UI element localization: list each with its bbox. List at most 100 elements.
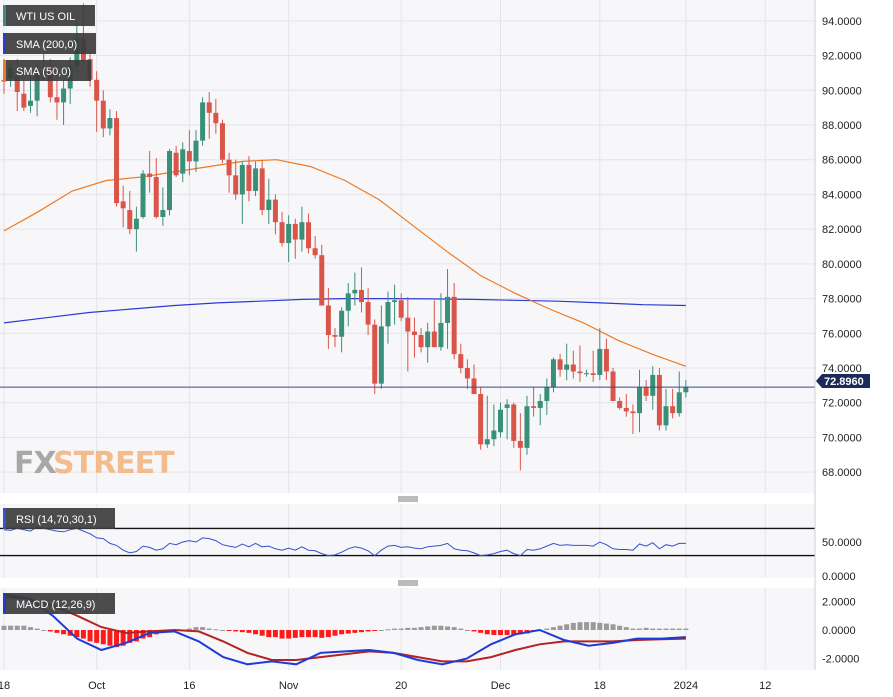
macd-histogram-bar: [1, 625, 7, 630]
macd-histogram-bar: [358, 630, 364, 633]
macd-histogram-bar: [286, 630, 292, 639]
rsi-panel: [0, 504, 815, 578]
candle-body: [47, 72, 53, 98]
candle-body: [160, 210, 166, 217]
candle-body: [147, 173, 153, 178]
legend-rsi-label: RSI (14,70,30,1): [16, 514, 97, 526]
candle-body: [418, 335, 424, 348]
candle-body: [219, 123, 225, 160]
candle-body: [484, 439, 490, 445]
macd-histogram-bar: [471, 630, 477, 632]
macd-histogram-bar: [27, 627, 33, 630]
macd-histogram-bar: [392, 628, 398, 630]
price-tick-label: 76.0000: [822, 328, 862, 340]
candle-body: [140, 173, 146, 217]
macd-tick-label: 2.0000: [822, 596, 856, 608]
macd-histogram-bar: [186, 628, 192, 630]
candle-body: [637, 387, 643, 414]
price-tick-label: 84.0000: [822, 189, 862, 201]
macd-histogram-bar: [590, 622, 596, 630]
candle-body: [372, 324, 378, 384]
candle-body: [312, 248, 318, 256]
legend-sma50-label: SMA (50,0): [16, 66, 71, 78]
candle-body: [345, 293, 351, 311]
legend-rsi[interactable]: RSI (14,70,30,1): [3, 508, 115, 529]
macd-histogram-bar: [120, 630, 126, 646]
candle-body: [683, 387, 689, 393]
candle-body: [54, 97, 60, 103]
candle-body: [411, 331, 417, 336]
candle-body: [392, 300, 398, 303]
candle-body: [339, 310, 345, 337]
macd-histogram-bar: [670, 628, 676, 630]
legend-sma200[interactable]: SMA (200,0): [3, 33, 96, 54]
candle-body: [464, 368, 470, 379]
legend-wti[interactable]: WTI US OIL: [3, 5, 95, 26]
legend-sma50[interactable]: SMA (50,0): [3, 60, 91, 81]
candle-body: [213, 112, 219, 124]
rsi-line: [3, 526, 686, 557]
price-tick-label: 82.0000: [822, 224, 862, 236]
macd-histogram-bar: [623, 627, 629, 630]
legend-macd[interactable]: MACD (12,26,9): [3, 593, 115, 614]
macd-histogram-bar: [213, 629, 219, 631]
time-tick-label: 2024: [674, 680, 698, 692]
macd-histogram-bar: [127, 630, 133, 643]
macd-histogram-bar: [438, 625, 444, 630]
candle-body: [200, 102, 206, 141]
candle-body: [650, 374, 656, 396]
macd-histogram-bar: [597, 622, 603, 630]
macd-histogram-bar: [219, 630, 225, 631]
candle-body: [365, 302, 371, 325]
panel-resize-handle-2[interactable]: [0, 578, 815, 588]
candle-body: [94, 79, 100, 101]
candle-body: [478, 394, 484, 445]
macd-histogram-bar: [266, 630, 272, 638]
macd-histogram-bar: [464, 630, 470, 631]
candle-body: [656, 374, 662, 426]
candle-body: [458, 354, 464, 369]
candle-body: [590, 373, 596, 375]
current-price-value: 72.8960: [824, 376, 864, 388]
candle-body: [445, 296, 451, 323]
candle-body: [266, 199, 272, 211]
candle-body: [133, 218, 139, 230]
macd-histogram-bar: [451, 627, 457, 630]
legend-sma200-label: SMA (200,0): [16, 39, 77, 51]
candle-body: [306, 222, 312, 249]
candle-body: [27, 100, 33, 106]
macd-histogram-bar: [306, 630, 312, 638]
candle-body: [537, 400, 543, 408]
macd-histogram-bar: [372, 630, 378, 631]
candle-body: [438, 322, 444, 348]
candle-body: [239, 164, 245, 195]
candle-body: [431, 331, 437, 348]
macd-histogram-bar: [107, 630, 113, 646]
candle-body: [286, 223, 292, 244]
candle-body: [471, 378, 477, 395]
price-tick-label: 70.0000: [822, 432, 862, 444]
current-price-tag: 72.8960: [816, 374, 870, 388]
macd-histogram-bar: [411, 627, 417, 630]
candle-body: [378, 326, 384, 384]
macd-histogram-bar: [663, 628, 669, 630]
panel-resize-handle-1[interactable]: [0, 493, 815, 504]
macd-histogram-bar: [405, 627, 411, 630]
candle-body: [524, 406, 530, 448]
macd-histogram-bar: [47, 630, 53, 632]
candle-body: [511, 404, 517, 441]
macd-tick-label: 0.0000: [822, 625, 856, 637]
candle-body: [299, 222, 305, 240]
macd-histogram-bar: [504, 630, 510, 635]
candlesticks: [1, 3, 689, 471]
macd-histogram-bar: [233, 630, 239, 632]
macd-histogram-bar: [378, 630, 384, 631]
macd-histogram-bar: [603, 623, 609, 630]
candle-body: [120, 201, 126, 209]
time-tick-label: Nov: [279, 680, 299, 692]
macd-histogram-bar: [259, 630, 265, 636]
axes: 68.0000 70.0000 72.0000 74.0000 76.0000 78.00…: [0, 0, 862, 692]
price-tick-label: 86.0000: [822, 155, 862, 167]
macd-tick-label: -2.0000: [822, 654, 859, 666]
candle-body: [319, 255, 325, 306]
